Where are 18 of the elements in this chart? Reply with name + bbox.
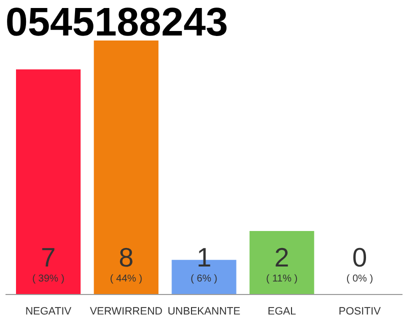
- annotation: 8: [118, 242, 134, 272]
- data-label: ( 11% ): [266, 274, 298, 284]
- data-label: ( 44% ): [110, 274, 142, 284]
- annotation: 0: [352, 242, 368, 272]
- bar: [250, 231, 314, 294]
- bar: [94, 40, 158, 294]
- data-label: ( 0% ): [346, 274, 374, 284]
- data-label: ( 39% ): [32, 274, 64, 284]
- data-label: ( 6% ): [190, 274, 218, 284]
- x-tick-label: POSITIV: [338, 306, 382, 318]
- x-tick-label: UNBEKANNTE: [168, 306, 240, 318]
- annotation: 7: [40, 242, 56, 272]
- annotation: 2: [274, 242, 290, 272]
- x-tick-label: VERWIRREND: [90, 306, 163, 318]
- chart-title: 0545188243: [6, 0, 228, 44]
- x-tick-label: EGAL: [268, 306, 296, 318]
- bar: [16, 69, 81, 294]
- x-tick-label: NEGATIV: [25, 306, 72, 318]
